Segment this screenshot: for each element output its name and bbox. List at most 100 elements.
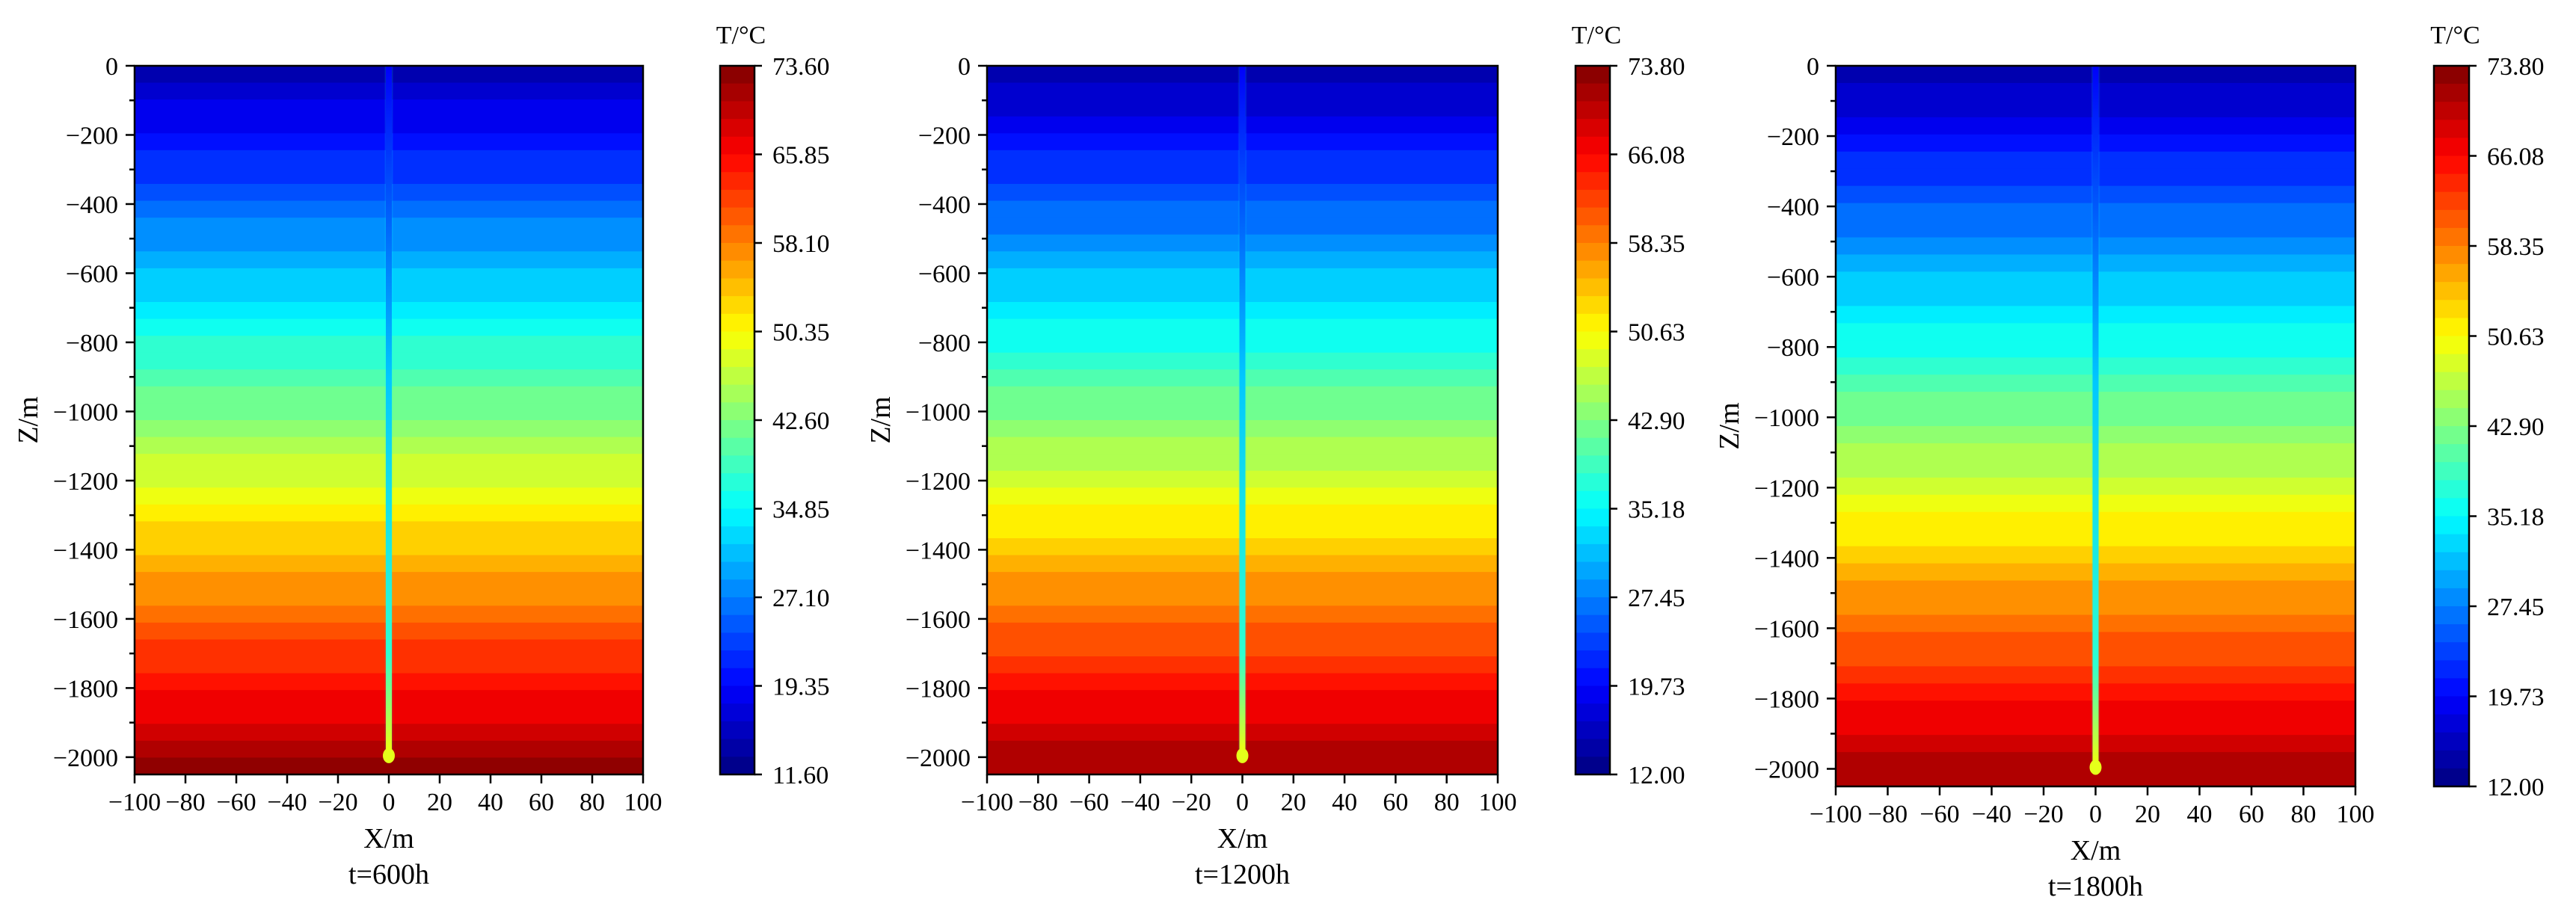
panel-1: −100 −80 −60 −40 −20 0 20 40 60 80 1000−200−400−60… (13, 22, 830, 890)
colorbar-tick-label: 42.90 (1628, 407, 1685, 435)
colorbar-tick-label: 27.45 (2487, 594, 2545, 621)
temperature-field (135, 66, 643, 774)
colorbar-segment (2434, 336, 2469, 355)
colorbar-tick-label: 50.35 (772, 319, 830, 347)
colorbar-segment (1576, 473, 1610, 492)
colorbar-segment (2434, 191, 2469, 211)
colorbar-segment (2434, 732, 2469, 751)
y-tick-label: −1000 (53, 398, 118, 426)
x-tick-label: −100 (961, 789, 1013, 816)
x-tick-label: 0 (1236, 789, 1249, 816)
colorbar-tick-label: 73.80 (1628, 53, 1685, 81)
colorbar-segment (720, 650, 754, 669)
colorbar-label: T/°C (2430, 22, 2480, 49)
colorbar-segment (2434, 678, 2469, 697)
wellbore (1239, 66, 1246, 757)
y-tick-label: −1400 (53, 537, 118, 564)
colorbar-segment (720, 455, 754, 475)
y-tick-label: −400 (918, 191, 971, 219)
colorbar-tick-label: 35.18 (2487, 504, 2545, 532)
colorbar-segment (1576, 243, 1610, 262)
x-axis-label: X/m (2071, 835, 2121, 866)
x-tick-label: 60 (1383, 789, 1408, 816)
colorbar-segment (720, 260, 754, 280)
colorbar-segment (1576, 685, 1610, 705)
y-tick-label: −2000 (1754, 756, 1819, 783)
x-tick-label: −20 (318, 789, 357, 816)
colorbar-segment (720, 119, 754, 138)
y-tick-label: −1000 (906, 398, 971, 426)
colorbar-segment (1576, 260, 1610, 280)
colorbar-segment (2434, 444, 2469, 463)
colorbar-segment (720, 278, 754, 298)
x-tick-label: −60 (1919, 801, 1959, 828)
colorbar-segment (720, 225, 754, 244)
colorbar-segment (720, 172, 754, 191)
x-tick-label: 80 (2291, 801, 2317, 828)
colorbar-segment (720, 668, 754, 687)
y-tick-label: −2000 (906, 745, 971, 772)
panel-2: −100 −80 −60 −40 −20 0 20 40 60 80 1000−200−400−60… (865, 22, 1685, 890)
y-tick-label: −1200 (53, 468, 118, 496)
colorbar-segment (720, 739, 754, 758)
colorbar-segment (2434, 318, 2469, 337)
colorbar-segment (1576, 83, 1610, 102)
y-tick-label: −1600 (53, 606, 118, 634)
colorbar-segment (2434, 389, 2469, 409)
colorbar-segment (2434, 155, 2469, 175)
panel-3: −100 −80 −60 −40 −20 0 20 40 60 80 1000−200−400−60… (1714, 22, 2545, 902)
x-tick-label: −20 (2023, 801, 2063, 828)
y-tick-label: −800 (1767, 334, 1819, 362)
x-tick-label: −40 (1972, 801, 2011, 828)
colorbar-segment (1576, 296, 1610, 315)
colorbar-segment (1576, 420, 1610, 439)
colorbar: 73.60 65.85 58.10 50.35 42.60 34.85 27.10 19.35… (716, 22, 830, 789)
y-tick-label: −600 (66, 260, 118, 288)
panel-title: t=1800h (2048, 871, 2143, 902)
colorbar-segment (2434, 696, 2469, 715)
colorbar-segment (1576, 384, 1610, 404)
colorbar-tick-label: 73.80 (2487, 53, 2545, 81)
colorbar-segment (1576, 119, 1610, 138)
colorbar-segment (720, 685, 754, 705)
x-tick-label: 20 (427, 789, 452, 816)
colorbar-segment (2434, 372, 2469, 391)
colorbar-segment (720, 614, 754, 634)
colorbar-segment (720, 721, 754, 740)
colorbar-segment (720, 313, 754, 333)
colorbar-segment (2434, 264, 2469, 283)
x-tick-label: 80 (1434, 789, 1460, 816)
colorbar-tick-label: 65.85 (772, 142, 830, 170)
y-tick-label: −1800 (906, 675, 971, 703)
panel-title: t=600h (348, 859, 429, 890)
colorbar-segment (2434, 138, 2469, 157)
x-tick-label: −40 (1120, 789, 1160, 816)
x-tick-label: 100 (624, 789, 663, 816)
colorbar-segment (1576, 614, 1610, 634)
colorbar-segment (1576, 101, 1610, 120)
contour-band (987, 757, 1498, 774)
y-axis-label: Z/m (1714, 402, 1745, 449)
x-tick-label: −100 (108, 789, 161, 816)
colorbar-segment (2434, 84, 2469, 103)
y-tick-label: −800 (918, 330, 971, 357)
x-tick-label: 40 (478, 789, 503, 816)
colorbar-segment (720, 83, 754, 102)
colorbar-segment (720, 366, 754, 386)
colorbar-segment (2434, 354, 2469, 373)
colorbar-segment (2434, 426, 2469, 446)
colorbar-tick-label: 35.18 (1628, 496, 1685, 524)
y-tick-label: −200 (918, 122, 971, 150)
x-tick-label: 40 (2187, 801, 2213, 828)
x-tick-label: 20 (1281, 789, 1306, 816)
y-tick-label: −2000 (53, 745, 118, 772)
colorbar-segment (2434, 102, 2469, 121)
colorbar: 73.80 66.08 58.35 50.63 42.90 35.18 27.45 19.73… (1572, 22, 1685, 789)
colorbar-segment (1576, 739, 1610, 758)
colorbar-segment (720, 526, 754, 545)
colorbar-segment (720, 136, 754, 155)
colorbar-segment (1576, 154, 1610, 173)
x-tick-label: 100 (2337, 801, 2375, 828)
colorbar-segment (1576, 66, 1610, 84)
colorbar-segment (720, 154, 754, 173)
